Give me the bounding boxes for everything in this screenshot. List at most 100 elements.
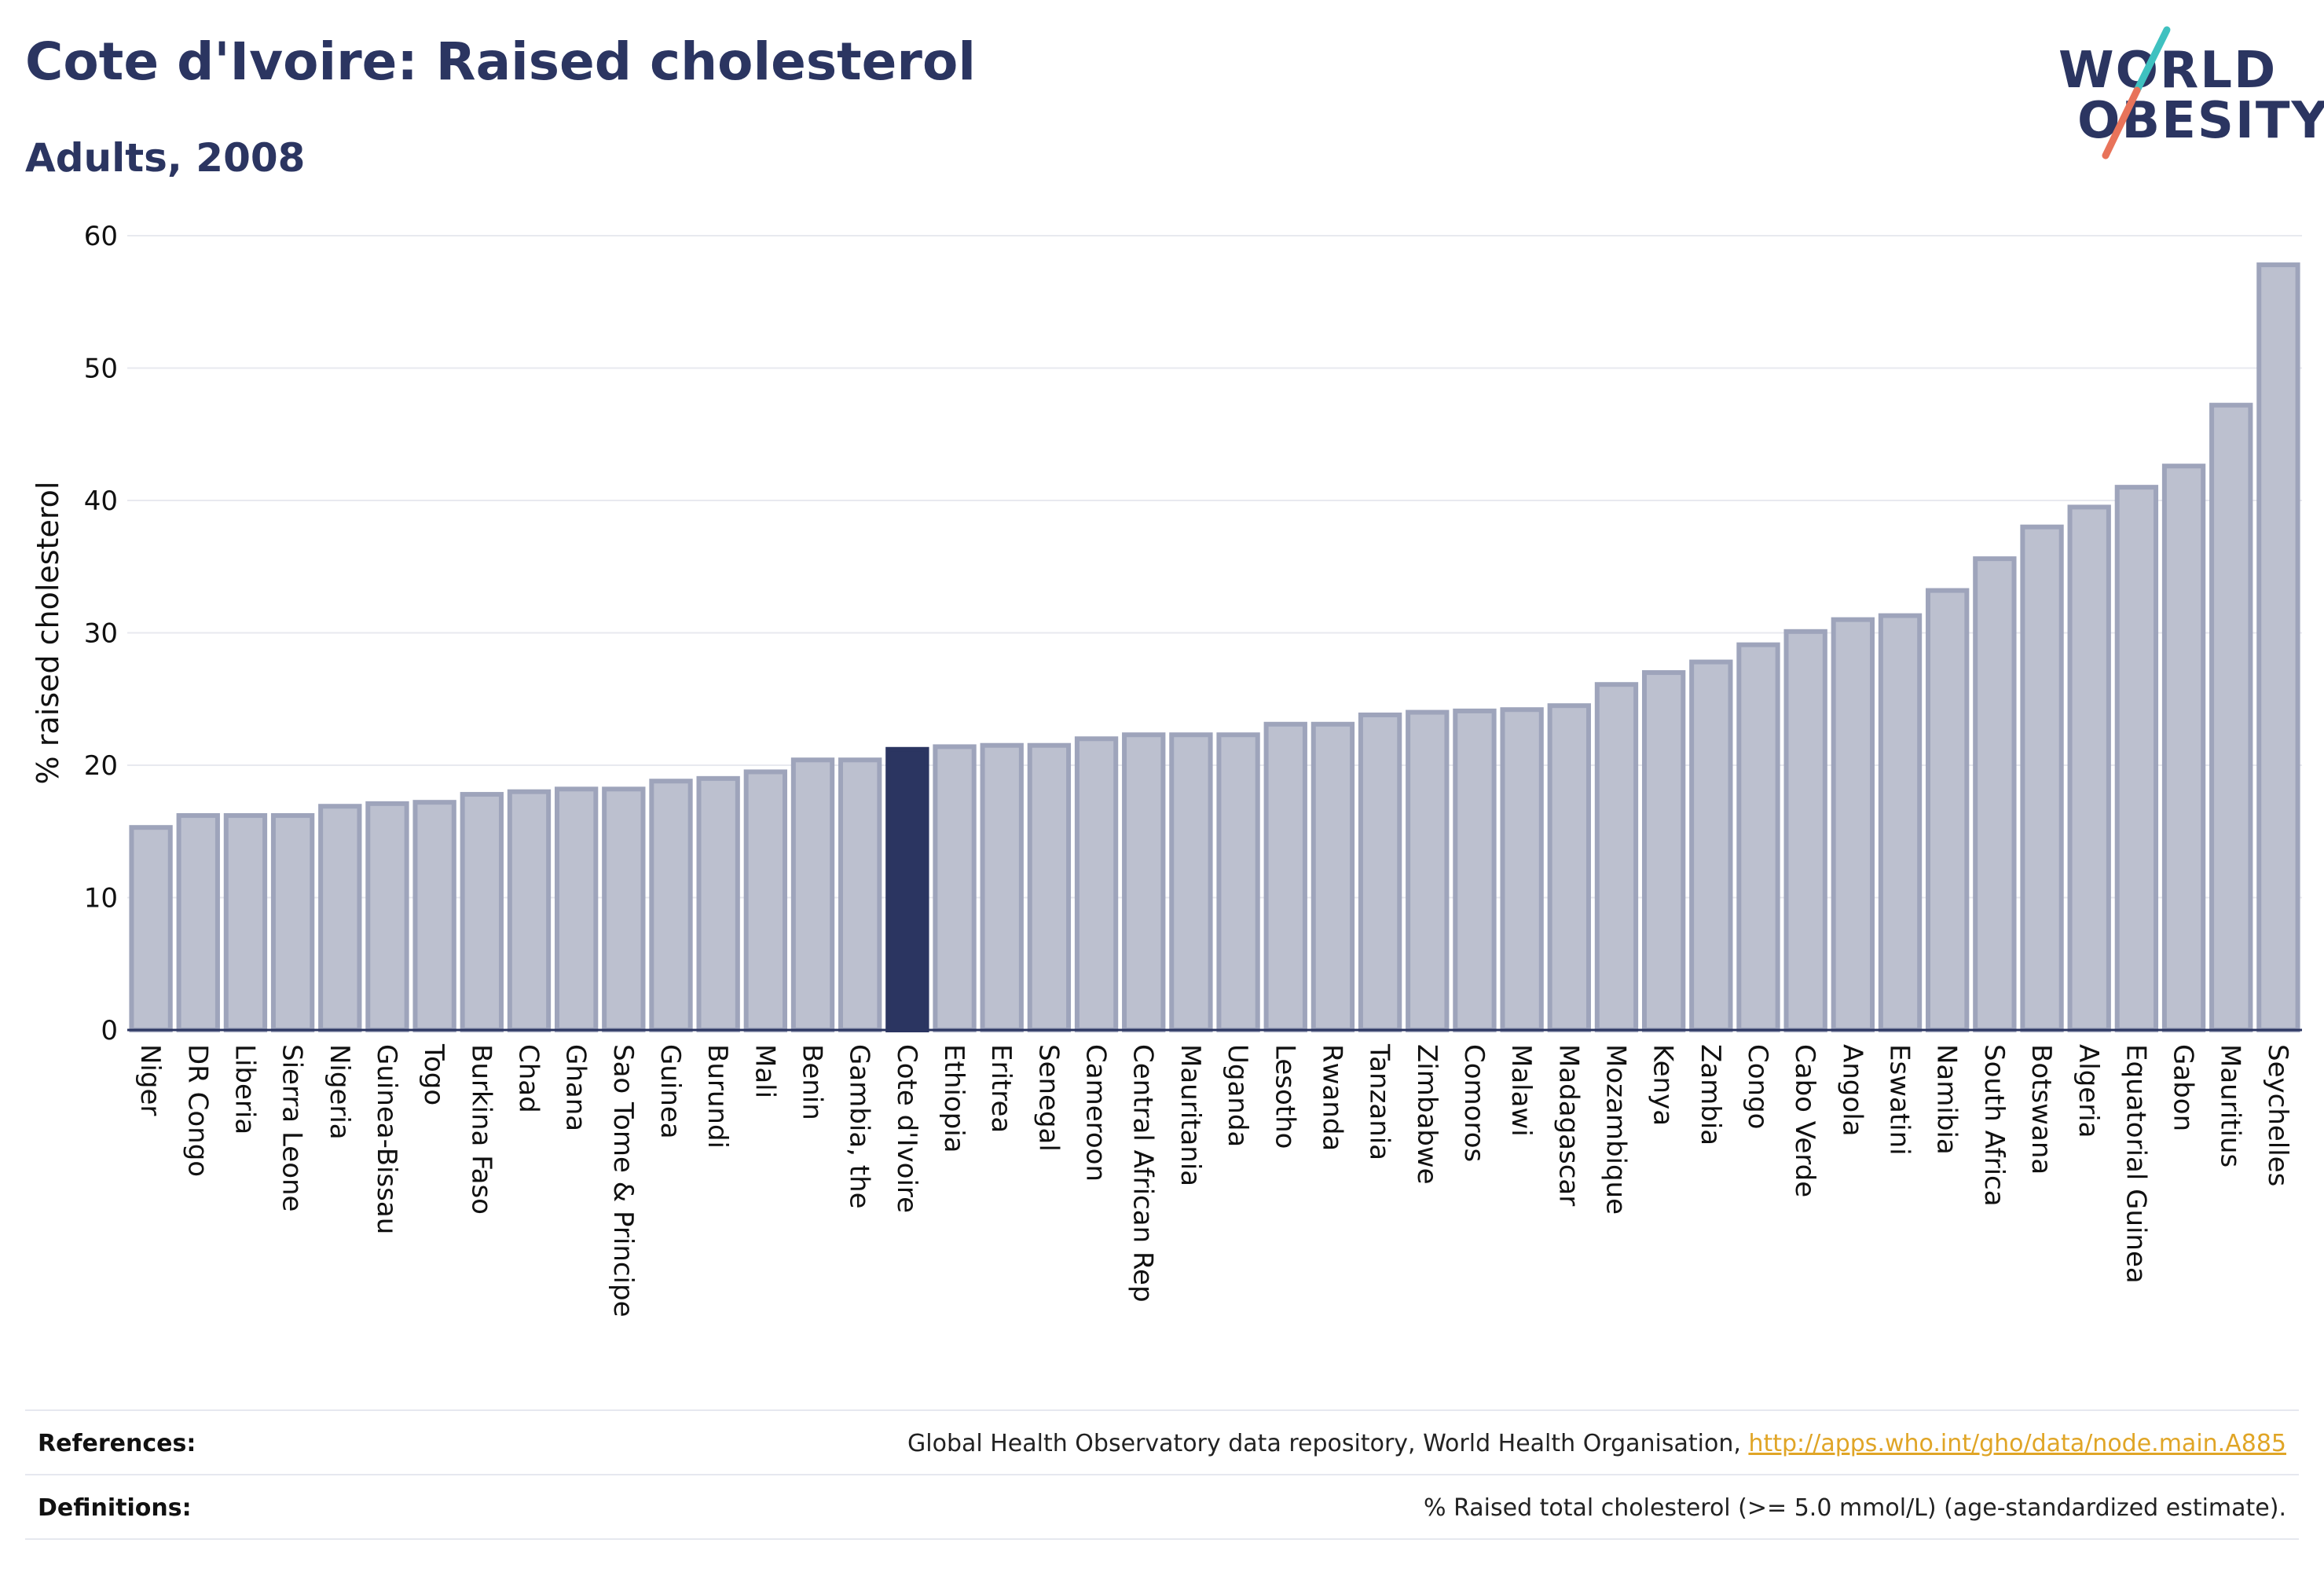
x-tick-label: Rwanda — [1316, 1044, 1347, 1151]
bar — [1263, 721, 1307, 1032]
chart-subtitle: Adults, 2008 — [25, 135, 306, 181]
bar — [2067, 504, 2111, 1032]
x-tick-label: Comoros — [1458, 1044, 1490, 1162]
bar — [2209, 402, 2253, 1032]
x-tick-label: Gabon — [2168, 1044, 2199, 1131]
bar — [933, 744, 977, 1032]
x-tick-label: Zimbabwe — [1411, 1044, 1442, 1185]
x-tick-label: Niger — [134, 1044, 166, 1116]
bar — [1169, 732, 1213, 1032]
bar — [318, 804, 362, 1032]
bar — [129, 825, 173, 1032]
definitions-label: Definitions: — [38, 1494, 192, 1522]
chart-title: Cote d'Ivoire: Raised cholesterol — [25, 31, 976, 92]
bar — [1783, 629, 1827, 1032]
y-tick-label: 40 — [84, 486, 118, 517]
bar — [1689, 659, 1733, 1032]
x-tick-label: South Africa — [1978, 1044, 2010, 1207]
bar — [1547, 703, 1591, 1032]
x-tick-label: Chad — [512, 1044, 544, 1113]
bar — [412, 800, 456, 1032]
bar-chart: 0 10 20 30 40 50 60 % raised cholesterol Niger DR… — [31, 221, 2302, 1318]
bar — [460, 792, 504, 1032]
y-tick-label: 60 — [84, 221, 118, 252]
x-tick-label: Central African Rep — [1127, 1044, 1159, 1303]
x-tick-label: Mali — [749, 1044, 780, 1098]
bar — [838, 757, 882, 1032]
x-tick-label: Eswatini — [1884, 1044, 1915, 1156]
bar — [1122, 732, 1166, 1032]
bar — [1310, 721, 1355, 1032]
x-tick-label: Botswana — [2025, 1044, 2057, 1175]
references-label: References: — [38, 1430, 196, 1457]
x-tick-label: Tanzania — [1364, 1043, 1395, 1160]
x-tick-label: Algeria — [2073, 1044, 2104, 1138]
bar — [980, 742, 1024, 1032]
bar — [2114, 485, 2159, 1032]
bar — [602, 786, 646, 1033]
bar — [743, 769, 788, 1032]
bar — [2020, 524, 2064, 1032]
bar — [696, 775, 740, 1032]
bar — [1736, 642, 1780, 1032]
logo-slash-icon — [2102, 26, 2171, 159]
y-tick-label: 20 — [84, 750, 118, 782]
x-tick-label: Sao Tome & Principe — [607, 1044, 639, 1318]
bar — [1406, 709, 1450, 1032]
y-tick-label: 10 — [84, 883, 118, 914]
x-tick-label: Namibia — [1931, 1044, 1963, 1155]
x-tick-label: Kenya — [1648, 1044, 1679, 1126]
bar — [649, 779, 693, 1032]
bar — [1074, 736, 1119, 1032]
bar — [1594, 682, 1639, 1033]
x-tick-label: Malawi — [1505, 1044, 1537, 1137]
bar — [885, 746, 929, 1033]
x-tick-label: Eritrea — [985, 1044, 1017, 1133]
y-tick-label: 30 — [84, 618, 118, 650]
bar — [790, 757, 835, 1032]
bar — [223, 813, 268, 1033]
x-tick-label: Equatorial Guinea — [2120, 1044, 2151, 1284]
bar — [1926, 588, 1970, 1032]
x-tick-label: Lesotho — [1269, 1044, 1300, 1149]
references-row: References: Global Health Observatory da… — [25, 1409, 2299, 1474]
x-tick-label: Senegal — [1032, 1044, 1064, 1152]
logo-line-1: WORLD — [2058, 42, 2278, 100]
x-tick-label: Mozambique — [1600, 1044, 1631, 1215]
x-tick-label: Guinea-Bissau — [371, 1044, 402, 1234]
definitions-text: % Raised total cholesterol (>= 5.0 mmol/… — [1424, 1494, 2286, 1522]
definitions-row: Definitions: % Raised total cholesterol … — [25, 1474, 2299, 1540]
bar — [270, 813, 315, 1033]
x-tick-label: Cameroon — [1080, 1044, 1112, 1182]
x-tick-label: DR Congo — [181, 1044, 213, 1177]
bar — [2256, 262, 2300, 1032]
bar — [1358, 712, 1402, 1032]
bar — [1500, 707, 1544, 1032]
x-tick-label: Angola — [1836, 1044, 1868, 1136]
bar — [1027, 742, 1072, 1032]
y-axis-label: % raised cholesterol — [31, 482, 65, 785]
bar — [1216, 732, 1260, 1032]
references-link[interactable]: http://apps.who.int/gho/data/node.main.A… — [1748, 1430, 2286, 1457]
y-tick-label: 50 — [84, 354, 118, 385]
x-tick-label: Gambia, the — [844, 1044, 875, 1209]
bar — [1973, 556, 2017, 1032]
references-text: Global Health Observatory data repositor… — [907, 1430, 2286, 1457]
references-source: Global Health Observatory data repositor… — [907, 1430, 1749, 1457]
bar — [1453, 708, 1497, 1032]
x-tick-label: Seychelles — [2262, 1044, 2293, 1186]
x-tick-label: Mauritania — [1175, 1044, 1206, 1186]
world-obesity-logo: WORLD OBESITY — [2043, 24, 2324, 165]
x-tick-label: Burkina Faso — [465, 1044, 497, 1215]
bar — [1641, 670, 1686, 1032]
bar — [507, 789, 552, 1032]
x-tick-label: Nigeria — [324, 1044, 355, 1140]
y-tick-label: 0 — [101, 1015, 118, 1046]
x-tick-label: Sierra Leone — [277, 1044, 308, 1211]
x-tick-label: Uganda — [1222, 1044, 1253, 1147]
x-tick-label: Cote d'Ivoire — [891, 1044, 922, 1213]
bar — [554, 786, 599, 1033]
x-tick-label: Congo — [1742, 1044, 1773, 1129]
x-tick-label: Benin — [797, 1044, 828, 1120]
x-tick-label: Madagascar — [1552, 1044, 1584, 1206]
